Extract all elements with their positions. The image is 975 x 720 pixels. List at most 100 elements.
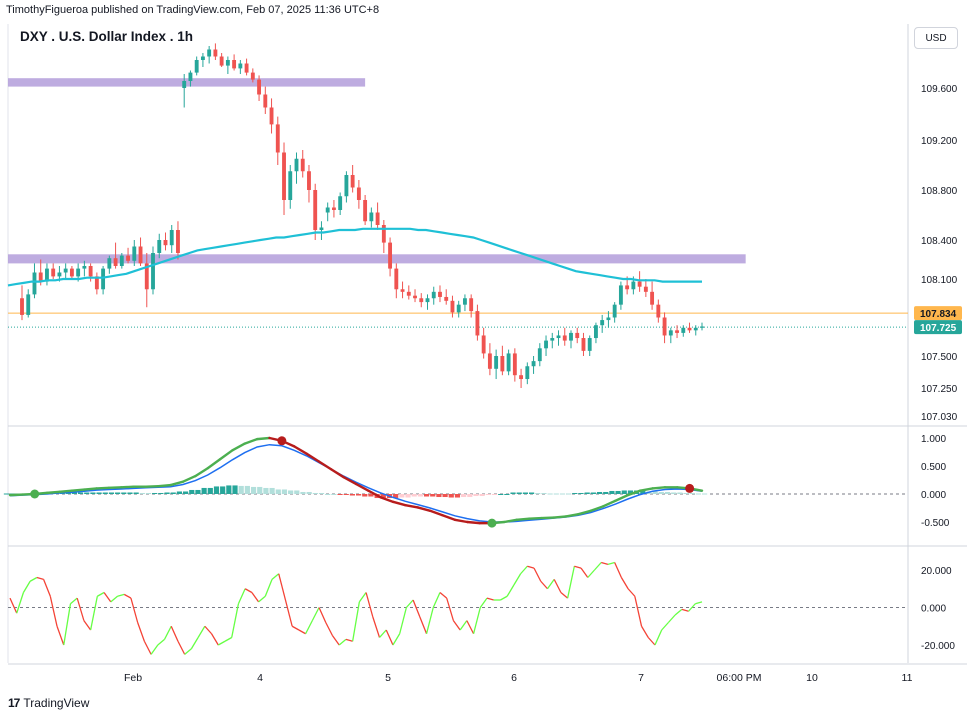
oscillator-line-segment — [500, 595, 508, 601]
oscillator-line-segment — [237, 588, 246, 605]
macd-line-segment — [305, 452, 321, 463]
candle-body — [606, 317, 611, 321]
candle-body — [132, 246, 137, 261]
macd-histogram-bar — [448, 494, 454, 498]
oscillator-line-segment — [681, 608, 689, 612]
candle-body — [350, 175, 355, 188]
oscillator-line-segment — [379, 629, 387, 638]
macd-histogram-bar — [702, 493, 708, 495]
time-tick-label: 7 — [638, 672, 644, 684]
oscillator-line-segment — [271, 573, 280, 580]
candle-body — [388, 242, 393, 269]
oscillator-line-segment — [224, 636, 233, 642]
macd-line-segment — [70, 488, 86, 492]
macd-histogram-bar — [189, 489, 195, 494]
macd-line-segment — [45, 490, 61, 495]
macd-histogram-bar — [516, 492, 522, 494]
candle-body — [269, 107, 274, 125]
macd-histogram-bar — [529, 492, 535, 494]
candle-body — [693, 327, 698, 331]
oscillator-line-segment — [123, 593, 132, 599]
oscillator-line-segment — [594, 562, 602, 571]
macd-histogram-bar — [164, 492, 170, 494]
supply-demand-zone — [8, 254, 746, 264]
candle-body — [144, 263, 149, 290]
macd-histogram-bar — [294, 490, 300, 494]
candle-body — [113, 258, 118, 266]
oscillator-line-segment — [601, 561, 609, 566]
price-pane — [7, 43, 908, 388]
oscillator-line-segment — [560, 592, 569, 599]
candle-body — [63, 268, 68, 273]
macd-histogram-bar — [615, 490, 621, 494]
macd-histogram-bar — [244, 485, 250, 494]
time-tick-label: Feb — [124, 672, 142, 684]
oscillator-line-segment — [412, 599, 421, 618]
candle-body — [425, 298, 430, 303]
candle-body — [687, 327, 692, 331]
macd-tick-label: 0.500 — [921, 462, 946, 473]
candle-body — [650, 291, 655, 305]
macd-histogram-bar — [362, 494, 368, 497]
oscillator-line-segment — [520, 565, 528, 575]
candle-body — [556, 335, 561, 339]
candle-body — [257, 79, 261, 95]
moving-average-line — [7, 227, 702, 287]
macd-histogram-bar — [152, 492, 158, 494]
macd-histogram-bar — [263, 487, 269, 494]
oscillator-line-segment — [170, 625, 179, 642]
tradingview-brand[interactable]: 17 TradingView — [8, 696, 89, 710]
macd-histogram-bar — [504, 494, 510, 495]
macd-line-segment — [379, 496, 395, 504]
oscillator-line-segment — [190, 637, 199, 650]
macd-histogram-bar — [522, 492, 528, 494]
oscillator-line-segment — [157, 638, 165, 646]
macd-histogram-bar — [306, 491, 312, 494]
oscillator-line-segment — [647, 637, 656, 646]
candle-body — [512, 353, 517, 376]
candle-body — [307, 171, 311, 190]
macd-histogram-bar — [590, 492, 596, 494]
macd-line-segment — [82, 487, 98, 491]
price-tick-label: 108.100 — [921, 275, 958, 286]
macd-histogram-bar — [226, 485, 232, 494]
osc-tick-label: 20.000 — [921, 566, 952, 577]
time-tick-label: 4 — [257, 672, 263, 684]
macd-histogram-bar — [596, 491, 603, 494]
candle-body — [369, 212, 374, 222]
candle-body — [126, 255, 130, 261]
candle-body — [26, 294, 31, 315]
macd-histogram-bar — [411, 494, 417, 497]
zones — [8, 78, 746, 264]
candle-body — [406, 291, 411, 296]
oscillator-line-segment — [97, 591, 105, 597]
oscillator-line-segment — [345, 638, 353, 642]
macd-histogram-bar — [349, 494, 355, 496]
macd-line-segment — [157, 483, 172, 488]
oscillator-line-segment — [231, 603, 240, 638]
macd-line-segment — [58, 489, 73, 493]
macd-line-segment — [601, 499, 617, 508]
candle-body — [151, 253, 155, 290]
macd-histogram-bar — [201, 487, 207, 494]
macd-histogram-bar — [238, 485, 244, 494]
oscillator-line-segment — [385, 629, 394, 646]
candle-body — [700, 326, 704, 328]
macd-histogram-bar — [405, 494, 411, 498]
currency-button[interactable]: USD — [914, 27, 958, 49]
oscillator-line-segment — [587, 569, 595, 578]
macd-histogram-bar — [356, 494, 362, 496]
macd-histogram-bar — [671, 492, 677, 494]
macd-line-segment — [428, 509, 444, 517]
macd-histogram-bar — [65, 492, 71, 494]
oscillator-line-segment — [513, 573, 522, 586]
macd-line-segment — [404, 504, 419, 509]
oscillator-line-segment — [331, 635, 340, 646]
oscillator-line-segment — [76, 597, 85, 621]
macd-histogram-bar — [380, 494, 386, 499]
macd-histogram-bar — [318, 492, 325, 494]
price-label-last: 107.725 — [920, 323, 957, 334]
macd-histogram-bar — [454, 494, 461, 498]
candle-body — [675, 330, 679, 333]
